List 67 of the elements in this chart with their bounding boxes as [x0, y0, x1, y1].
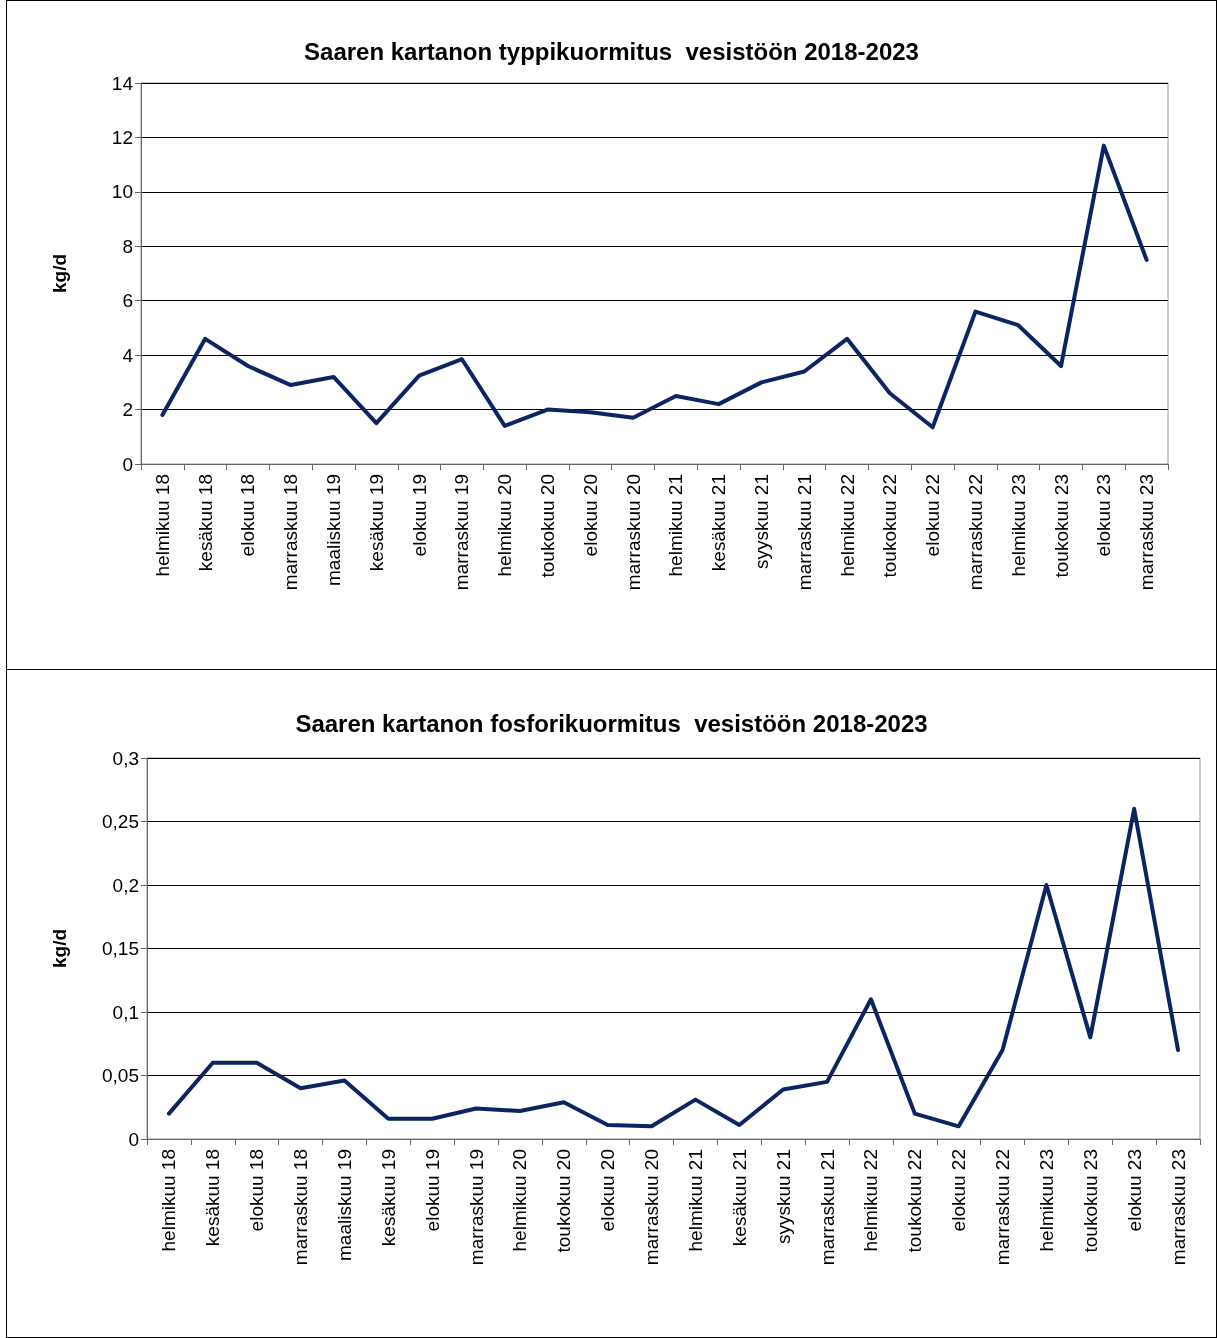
x-tick-label: marraskuu 20: [622, 474, 644, 591]
x-tick-label: marraskuu 23: [1167, 1149, 1189, 1266]
x-tick-label: helmikuu 20: [509, 1149, 531, 1252]
x-tick-label: marraskuu 18: [290, 1149, 312, 1266]
x-tick-label: marraskuu 19: [451, 474, 473, 591]
x-tick-label: elokuu 19: [421, 1149, 443, 1232]
x-tick-label: kesäkuu 18: [194, 474, 216, 572]
x-tick-label: marraskuu 21: [816, 1149, 838, 1266]
x-tick-label: helmikuu 21: [665, 474, 687, 577]
x-tick-label: toukokuu 20: [537, 474, 559, 578]
x-tick-label: helmikuu 22: [860, 1149, 882, 1252]
x-tick-label: maaliskuu 19: [333, 1149, 355, 1261]
x-tick-label: helmikuu 21: [684, 1149, 706, 1252]
x-tick-label: elokuu 18: [246, 1149, 268, 1232]
y-axis-title: kg/d: [49, 253, 70, 294]
y-tick-label: 0: [128, 1128, 139, 1150]
x-tick-label: helmikuu 18: [158, 1149, 180, 1252]
x-tick-label: marraskuu 22: [992, 1149, 1014, 1266]
x-tick-label: helmikuu 23: [1007, 474, 1029, 577]
y-tick-label: 0,25: [102, 811, 139, 832]
x-tick-label: elokuu 23: [1123, 1149, 1145, 1232]
x-tick-label: marraskuu 19: [465, 1149, 487, 1266]
y-tick-label: 12: [111, 126, 133, 148]
x-tick-label: helmikuu 18: [151, 474, 173, 577]
y-axis-title: kg/d: [49, 928, 70, 969]
y-tick-label: 0,1: [112, 1001, 139, 1023]
x-tick-label: elokuu 19: [408, 474, 430, 557]
y-tick-label: 0,15: [102, 938, 139, 959]
x-tick-label: toukokuu 22: [904, 1149, 926, 1253]
x-tick-label: kesäkuu 18: [202, 1149, 224, 1247]
x-tick-label: marraskuu 23: [1136, 474, 1158, 591]
x-tick-label: toukokuu 23: [1079, 1149, 1101, 1253]
x-tick-label: marraskuu 20: [641, 1149, 663, 1266]
y-tick-label: 0,05: [102, 1065, 139, 1086]
y-tick-label: 0,3: [112, 747, 139, 769]
y-tick-label: 4: [122, 344, 134, 366]
y-tick-label: 14: [111, 72, 134, 94]
x-tick-label: elokuu 20: [597, 1149, 619, 1232]
x-tick-label: toukokuu 20: [553, 1149, 575, 1253]
x-tick-label: syyskuu 21: [772, 1149, 794, 1245]
x-tick-label: marraskuu 22: [964, 474, 986, 591]
x-tick-label: helmikuu 20: [494, 474, 516, 577]
x-tick-label: elokuu 23: [1093, 474, 1115, 557]
x-tick-label: syyskuu 21: [750, 474, 772, 570]
x-tick-label: helmikuu 22: [836, 474, 858, 577]
x-tick-label: kesäkuu 19: [377, 1149, 399, 1247]
x-tick-label: marraskuu 21: [793, 474, 815, 591]
x-tick-label: kesäkuu 19: [365, 474, 387, 572]
x-tick-label: helmikuu 23: [1035, 1149, 1057, 1252]
y-tick-label: 0: [122, 453, 133, 475]
y-tick-label: 2: [122, 399, 133, 421]
x-tick-label: kesäkuu 21: [708, 474, 730, 572]
y-tick-label: 0,2: [112, 874, 139, 896]
x-tick-label: toukokuu 22: [879, 474, 901, 578]
y-tick-label: 10: [111, 181, 133, 203]
x-tick-label: maaliskuu 19: [323, 474, 345, 586]
x-tick-label: elokuu 22: [948, 1149, 970, 1232]
x-tick-label: toukokuu 23: [1050, 474, 1072, 578]
x-tick-label: elokuu 22: [922, 474, 944, 557]
x-tick-label: elokuu 18: [237, 474, 259, 557]
chart-title: Saaren kartanon typpikuormitus vesistöön 2018-2023: [304, 37, 919, 65]
chart-title: Saaren kartanon fosforikuormitus vesistöön 2018-2023: [295, 709, 928, 737]
x-tick-label: kesäkuu 21: [728, 1149, 750, 1247]
x-tick-label: marraskuu 18: [280, 474, 302, 591]
y-tick-label: 6: [122, 290, 133, 312]
x-tick-label: elokuu 20: [579, 474, 601, 557]
y-tick-label: 8: [122, 235, 133, 257]
